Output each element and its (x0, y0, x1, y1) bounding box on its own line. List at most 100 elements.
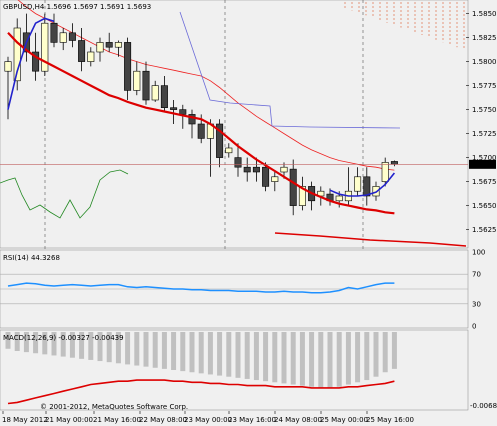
price-tick-label: 1.5800 (472, 58, 497, 66)
rsi-axis-label: 0 (472, 323, 476, 331)
main-panel[interactable] (0, 0, 469, 249)
macd-bar (115, 332, 121, 364)
candle-body (381, 162, 389, 182)
macd-bar (69, 332, 75, 358)
candle-body (160, 85, 168, 108)
candle-body (4, 61, 12, 72)
candle-body (124, 42, 132, 91)
macd-bar (226, 332, 232, 377)
macd-bar (309, 332, 315, 387)
price-tick-label: 1.5700 (472, 154, 497, 162)
macd-bar (189, 332, 195, 373)
macd-bar (171, 332, 177, 370)
macd-bar (14, 332, 20, 351)
rsi-levels (0, 273, 468, 305)
macd-bar (33, 332, 39, 354)
candle-body (87, 51, 95, 62)
candle-body (96, 42, 104, 53)
candle-body (170, 107, 178, 110)
candle-body (280, 166, 288, 173)
price-tick-label: 1.5750 (472, 106, 497, 114)
candle-body (262, 166, 270, 187)
macd-bar (336, 332, 342, 387)
rsi-axis-label: 100 (472, 249, 485, 257)
macd-bar (345, 332, 351, 385)
blue-ma-line-end (329, 172, 396, 197)
rsi-axis: 100 70 30 0 (472, 249, 485, 331)
time-tick-label: 22 May 08:00 (139, 416, 187, 424)
rsi-line (7, 282, 395, 294)
candle-body (289, 168, 297, 206)
macd-bar (253, 332, 259, 381)
macd-bar (134, 332, 140, 366)
candle-body (335, 195, 343, 202)
macd-signal-line (7, 379, 395, 405)
macd-bar (79, 332, 85, 359)
candle-body (151, 85, 159, 101)
macd-bar (207, 332, 213, 375)
macd-bar (263, 332, 269, 382)
macd-bar (161, 332, 167, 369)
ichimoku-cloud (344, 2, 465, 50)
macd-bar (364, 332, 370, 381)
price-tick-label: 1.5725 (472, 130, 497, 138)
candle-body (243, 166, 251, 173)
candle-body (179, 109, 187, 115)
thick-ma-line (7, 32, 395, 215)
candle-body (225, 147, 233, 154)
macd-histogram (5, 332, 397, 388)
macd-bar (180, 332, 186, 372)
price-tick-label: 1.5850 (472, 10, 497, 18)
rsi-axis-label: 70 (472, 271, 481, 279)
price-tick-label: 1.5825 (472, 34, 497, 42)
rsi-axis-label: 30 (472, 300, 481, 308)
time-tick-label: 18 May 2012 (2, 416, 48, 424)
current-price-label: 1.5693 (472, 161, 497, 169)
macd-bar (391, 332, 397, 369)
candle-body (363, 176, 371, 197)
price-tick-label: 1.5650 (472, 202, 497, 210)
macd-bar (235, 332, 241, 378)
macd-header: MACD(12,26,9) -0.00327 -0.00439 (3, 334, 124, 342)
macd-bar (198, 332, 204, 374)
time-tick-label: 25 May 00:00 (320, 416, 368, 424)
macd-bar (97, 332, 103, 362)
time-tick-label: 25 May 16:00 (366, 416, 414, 424)
candle-body (114, 42, 122, 48)
rsi-header: RSI(14) 44.3268 (3, 254, 60, 262)
macd-panel[interactable] (0, 329, 469, 411)
macd-bar (5, 332, 11, 349)
macd-axis-label: -0.006804 (470, 402, 497, 410)
candle-body (59, 32, 67, 43)
candle-body (105, 42, 113, 48)
macd-bar (290, 332, 296, 385)
candle-body (234, 157, 242, 168)
time-tick-label: 21 May 00:00 (45, 416, 93, 424)
kijun-line (179, 11, 401, 129)
time-tick-label: 24 May 08:00 (274, 416, 322, 424)
candle-body (68, 32, 76, 41)
candle-body (252, 166, 260, 173)
macd-bar (152, 332, 158, 368)
candle-body (271, 176, 279, 182)
macd-bar (318, 332, 324, 388)
candle-body (32, 51, 40, 72)
envelope-lower (274, 232, 467, 247)
candle-body (197, 123, 205, 139)
macd-bar (327, 332, 333, 388)
time-tick-label: 21 May 16:00 (93, 416, 141, 424)
copyright: © 2001-2012, MetaQuotes Software Corp. (40, 403, 188, 411)
candle-body (50, 22, 58, 43)
main-header: GBPUSD,H4 1.5696 1.5697 1.5691 1.5693 (3, 3, 151, 11)
moving-averages (7, 17, 396, 215)
price-tick-label: 1.5625 (472, 226, 497, 234)
candle-body (354, 176, 362, 192)
price-axis: 1.5850 1.5825 1.5800 1.5775 1.5750 1.5725 1.57… (466, 10, 497, 234)
current-price-box (469, 159, 496, 169)
macd-bar (244, 332, 250, 379)
candle-body (133, 70, 141, 91)
time-tick-label: 23 May 00:00 (184, 416, 232, 424)
candle-body (142, 70, 150, 101)
